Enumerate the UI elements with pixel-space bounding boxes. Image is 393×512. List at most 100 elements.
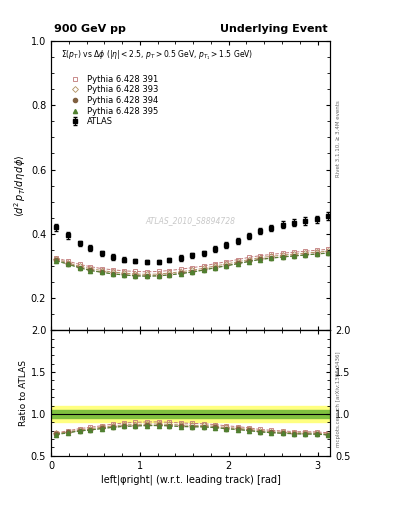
Pythia 6.428 395 xyxy=(212,265,217,271)
Pythia 6.428 394 xyxy=(178,270,183,276)
Pythia 6.428 394 xyxy=(99,269,104,275)
Pythia 6.428 395 xyxy=(133,273,138,279)
Pythia 6.428 394 xyxy=(326,250,331,256)
Y-axis label: $\langle d^2\,p_T/d\eta\,d\phi\rangle$: $\langle d^2\,p_T/d\eta\,d\phi\rangle$ xyxy=(12,155,28,217)
Pythia 6.428 391 xyxy=(281,250,285,256)
Pythia 6.428 393 xyxy=(77,263,82,269)
Pythia 6.428 395 xyxy=(281,254,285,260)
Pythia 6.428 391 xyxy=(257,252,262,259)
Pythia 6.428 393 xyxy=(156,271,161,277)
Pythia 6.428 394 xyxy=(247,258,252,264)
Pythia 6.428 395 xyxy=(66,261,70,267)
Pythia 6.428 394 xyxy=(235,261,240,267)
Text: Rivet 3.1.10, ≥ 3.4M events: Rivet 3.1.10, ≥ 3.4M events xyxy=(336,100,341,177)
Text: mcplots.cern.ch [arXiv:1306.3436]: mcplots.cern.ch [arXiv:1306.3436] xyxy=(336,352,341,447)
Pythia 6.428 393 xyxy=(54,256,59,262)
Pythia 6.428 391 xyxy=(178,266,183,272)
Pythia 6.428 393 xyxy=(178,269,183,275)
Pythia 6.428 395 xyxy=(77,265,82,271)
Pythia 6.428 395 xyxy=(292,253,297,259)
Pythia 6.428 391 xyxy=(121,268,126,274)
Pythia 6.428 394 xyxy=(111,271,116,277)
Pythia 6.428 394 xyxy=(121,271,126,278)
Pythia 6.428 391 xyxy=(145,269,149,275)
Pythia 6.428 393 xyxy=(292,251,297,257)
Pythia 6.428 391 xyxy=(99,266,104,272)
Pythia 6.428 391 xyxy=(212,261,217,267)
Pythia 6.428 395 xyxy=(190,269,195,275)
Pythia 6.428 393 xyxy=(66,260,70,266)
Pythia 6.428 391 xyxy=(292,249,297,255)
Pythia 6.428 391 xyxy=(224,259,228,265)
Pythia 6.428 391 xyxy=(66,258,70,264)
Pythia 6.428 395 xyxy=(326,250,331,256)
Bar xyxy=(51,406,330,422)
Pythia 6.428 391 xyxy=(88,264,92,270)
Pythia 6.428 395 xyxy=(303,252,307,258)
Pythia 6.428 393 xyxy=(303,250,307,256)
Pythia 6.428 394 xyxy=(77,265,82,271)
Pythia 6.428 393 xyxy=(212,263,217,269)
Pythia 6.428 391 xyxy=(235,257,240,263)
Pythia 6.428 394 xyxy=(224,263,228,269)
Line: Pythia 6.428 394: Pythia 6.428 394 xyxy=(54,251,330,278)
Pythia 6.428 391 xyxy=(77,261,82,267)
Pythia 6.428 394 xyxy=(314,251,319,257)
Pythia 6.428 393 xyxy=(88,266,92,272)
Pythia 6.428 393 xyxy=(326,248,331,254)
Pythia 6.428 395 xyxy=(314,251,319,257)
Y-axis label: Ratio to ATLAS: Ratio to ATLAS xyxy=(19,360,28,426)
Pythia 6.428 394 xyxy=(133,272,138,279)
Pythia 6.428 391 xyxy=(269,251,274,258)
Pythia 6.428 391 xyxy=(111,267,116,273)
Pythia 6.428 391 xyxy=(326,246,331,252)
Pythia 6.428 393 xyxy=(235,259,240,265)
Legend: Pythia 6.428 391, Pythia 6.428 393, Pythia 6.428 394, Pythia 6.428 395, ATLAS: Pythia 6.428 391, Pythia 6.428 393, Pyth… xyxy=(64,71,162,130)
Pythia 6.428 395 xyxy=(269,255,274,261)
Pythia 6.428 393 xyxy=(281,252,285,258)
Pythia 6.428 395 xyxy=(247,259,252,265)
Pythia 6.428 394 xyxy=(145,273,149,279)
Pythia 6.428 395 xyxy=(178,271,183,277)
Pythia 6.428 394 xyxy=(292,252,297,259)
Pythia 6.428 391 xyxy=(202,263,206,269)
Pythia 6.428 394 xyxy=(167,271,172,278)
Pythia 6.428 394 xyxy=(303,252,307,258)
Pythia 6.428 393 xyxy=(247,257,252,263)
Pythia 6.428 395 xyxy=(224,263,228,269)
Pythia 6.428 395 xyxy=(111,271,116,277)
Pythia 6.428 395 xyxy=(156,273,161,279)
Pythia 6.428 391 xyxy=(133,268,138,274)
Pythia 6.428 395 xyxy=(88,267,92,273)
Pythia 6.428 395 xyxy=(145,273,149,280)
Pythia 6.428 394 xyxy=(202,267,206,273)
Pythia 6.428 394 xyxy=(269,255,274,261)
Pythia 6.428 391 xyxy=(303,248,307,254)
Pythia 6.428 395 xyxy=(235,261,240,267)
Pythia 6.428 393 xyxy=(269,253,274,260)
Pythia 6.428 393 xyxy=(145,271,149,278)
Line: Pythia 6.428 391: Pythia 6.428 391 xyxy=(54,247,330,274)
Pythia 6.428 394 xyxy=(281,253,285,260)
Text: 900 GeV pp: 900 GeV pp xyxy=(54,24,126,34)
Line: Pythia 6.428 395: Pythia 6.428 395 xyxy=(54,251,330,279)
Text: ATLAS_2010_S8894728: ATLAS_2010_S8894728 xyxy=(145,216,236,225)
Pythia 6.428 393 xyxy=(111,269,116,275)
Pythia 6.428 393 xyxy=(202,265,206,271)
Pythia 6.428 395 xyxy=(54,258,59,264)
Pythia 6.428 394 xyxy=(257,256,262,262)
Pythia 6.428 394 xyxy=(66,261,70,267)
Pythia 6.428 393 xyxy=(190,267,195,273)
Pythia 6.428 393 xyxy=(121,270,126,276)
Pythia 6.428 391 xyxy=(156,268,161,274)
Pythia 6.428 391 xyxy=(314,247,319,253)
Pythia 6.428 391 xyxy=(190,265,195,271)
X-axis label: left|φright| (w.r.t. leading track) [rad]: left|φright| (w.r.t. leading track) [rad… xyxy=(101,475,281,485)
Pythia 6.428 393 xyxy=(99,267,104,273)
Pythia 6.428 395 xyxy=(202,267,206,273)
Text: Underlying Event: Underlying Event xyxy=(220,24,327,34)
Pythia 6.428 394 xyxy=(88,267,92,273)
Pythia 6.428 395 xyxy=(99,269,104,275)
Pythia 6.428 395 xyxy=(121,272,126,278)
Pythia 6.428 393 xyxy=(257,254,262,261)
